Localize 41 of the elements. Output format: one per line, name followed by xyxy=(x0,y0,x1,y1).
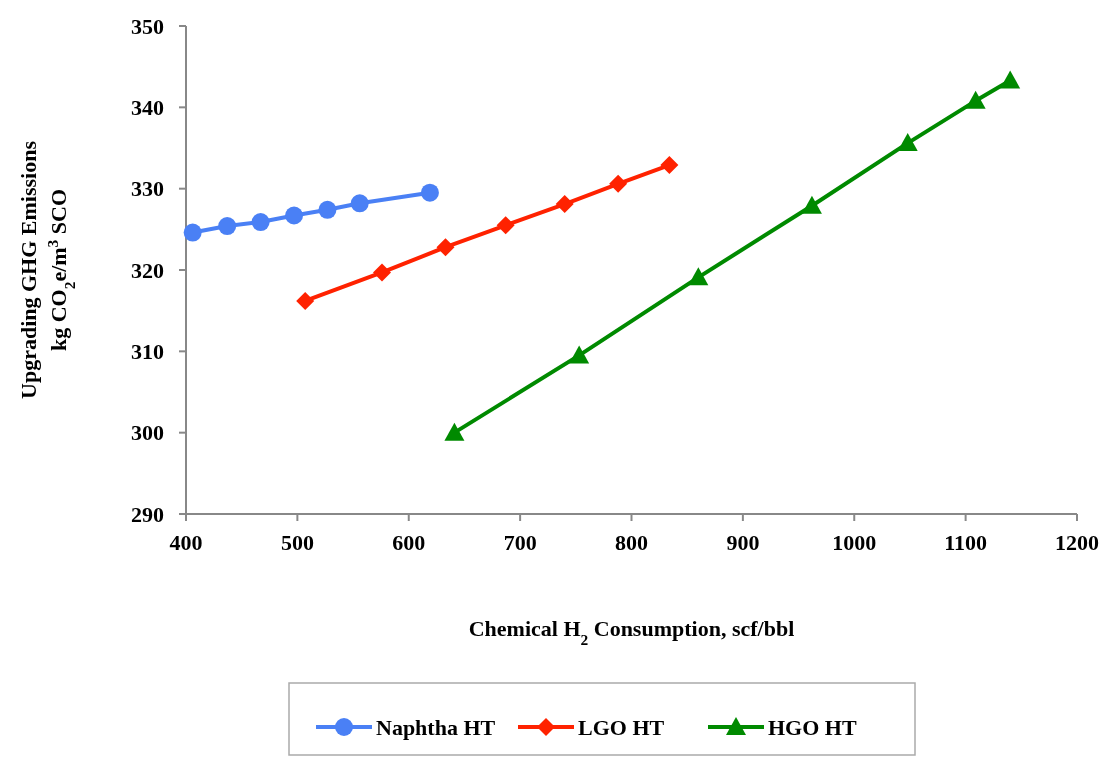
x-tick-label: 900 xyxy=(726,530,760,555)
point xyxy=(569,345,590,364)
point xyxy=(1000,70,1021,89)
x-tick-label: 600 xyxy=(392,530,426,555)
y-tick-label: 320 xyxy=(131,257,164,283)
point xyxy=(660,156,679,175)
x-tick-label: 400 xyxy=(169,530,203,555)
x-tick-label: 500 xyxy=(280,530,314,555)
point xyxy=(436,238,455,257)
legend-label: Naphtha HT xyxy=(376,714,496,740)
legend-label: HGO HT xyxy=(768,714,857,740)
y-tick-label: 340 xyxy=(131,95,164,121)
point xyxy=(801,195,822,214)
point xyxy=(555,195,574,214)
point xyxy=(318,200,337,219)
point xyxy=(218,217,237,236)
point xyxy=(373,263,392,282)
x-tick-label: 800 xyxy=(615,530,648,555)
y-tick-label: 290 xyxy=(131,501,164,527)
point xyxy=(296,291,315,310)
x-tick-label: 1000 xyxy=(832,530,877,555)
point xyxy=(183,223,202,242)
x-tick-label: 700 xyxy=(503,530,537,555)
y-tick-label: 300 xyxy=(131,420,164,446)
x-axis-title: Chemical H$_{2}$ Consumption, scf/bbl xyxy=(468,616,795,648)
point xyxy=(251,213,270,232)
point xyxy=(897,133,918,152)
y-tick-label: 310 xyxy=(131,339,164,365)
point xyxy=(688,267,709,286)
point xyxy=(420,183,439,202)
point xyxy=(285,206,304,225)
y-tick-label: 330 xyxy=(131,176,164,202)
point xyxy=(609,174,628,193)
x-tick-label: 1200 xyxy=(1055,530,1099,555)
point xyxy=(350,194,369,213)
point xyxy=(965,90,986,109)
y-tick-label: 350 xyxy=(131,13,164,39)
point xyxy=(444,422,465,441)
x-tick-label: 1100 xyxy=(944,530,988,555)
legend-label: LGO HT xyxy=(578,714,665,740)
point xyxy=(496,216,515,235)
